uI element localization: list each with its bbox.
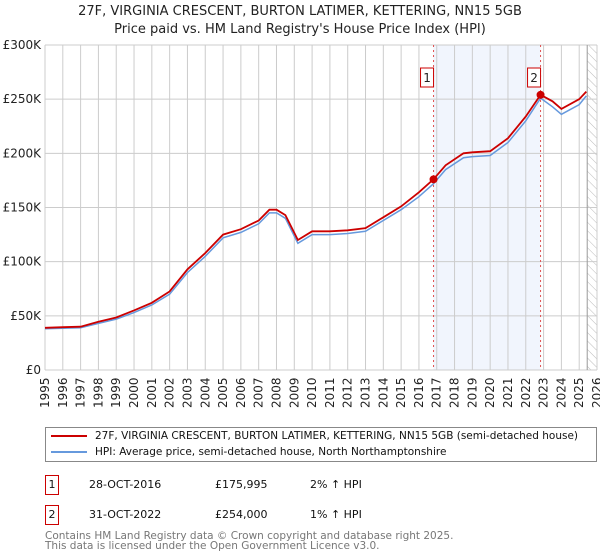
chart-title: 27F, VIRGINIA CRESCENT, BURTON LATIMER, …	[78, 4, 522, 19]
y-tick-label: £50K	[10, 309, 42, 323]
y-tick-label: £250K	[3, 92, 43, 106]
legend-label: 27F, VIRGINIA CRESCENT, BURTON LATIMER, …	[95, 430, 579, 442]
x-tick-label: 2026	[590, 377, 600, 408]
x-tick-label: 2017	[430, 377, 444, 408]
legend-item-hpi: HPI: Average price, semi-detached house,…	[51, 444, 446, 460]
x-tick-label: 2022	[519, 377, 533, 408]
footer: Contains HM Land Registry data © Crown c…	[45, 530, 454, 552]
sale-badge: 2	[45, 505, 59, 525]
x-tick-label: 1999	[109, 377, 123, 408]
sale-price: £254,000	[215, 508, 268, 521]
legend: 27F, VIRGINIA CRESCENT, BURTON LATIMER, …	[45, 427, 597, 462]
hpi-line	[44, 95, 587, 330]
x-tick-label: 2006	[234, 377, 248, 408]
x-tick-label: 1998	[91, 377, 105, 408]
x-tick-label: 2003	[180, 377, 194, 408]
sale-hpi: 2% ↑ HPI	[310, 478, 362, 491]
x-tick-label: 2015	[394, 377, 408, 408]
x-tick-label: 2016	[412, 377, 426, 408]
x-tick-label: 2019	[465, 377, 479, 408]
x-tick-label: 2004	[198, 377, 212, 408]
y-tick-label: £300K	[3, 38, 43, 52]
y-tick-label: £100K	[3, 255, 43, 269]
x-tick-label: 2005	[216, 377, 230, 408]
sale-date: 28-OCT-2016	[89, 478, 162, 491]
x-tick-label: 1996	[56, 377, 70, 408]
sale-hpi: 1% ↑ HPI	[310, 508, 362, 521]
x-tick-label: 2023	[537, 377, 551, 408]
x-tick-label: 2018	[448, 377, 462, 408]
legend-swatch	[51, 435, 87, 437]
price-paid-line	[44, 90, 587, 329]
footer-line: Contains HM Land Registry data © Crown c…	[45, 530, 454, 542]
x-tick-label: 2002	[163, 377, 177, 408]
x-tick-label: 2020	[483, 377, 497, 408]
sale-point	[429, 175, 438, 184]
y-tick-label: £0	[26, 363, 41, 377]
x-tick-label: 2001	[145, 377, 159, 408]
sale-date: 31-OCT-2022	[89, 508, 162, 521]
x-tick-label: 2007	[252, 377, 266, 408]
x-tick-label: 2008	[269, 377, 283, 408]
sale-label-box	[420, 67, 435, 88]
sale-label: 1	[423, 71, 431, 85]
legend-label: HPI: Average price, semi-detached house,…	[95, 446, 447, 458]
y-tick-label: £200K	[3, 146, 43, 160]
sale-label: 2	[530, 71, 538, 85]
plot-area: 1995 1996 1997 1998 1999 2000 2001 2002 2003 2004…	[3, 38, 600, 408]
legend-swatch	[51, 451, 87, 453]
x-tick-label: 1995	[38, 377, 52, 408]
sale-price: £175,995	[215, 478, 268, 491]
x-tick-label: 2021	[501, 377, 515, 408]
sale-label-box	[527, 67, 542, 88]
chart-subtitle: Price paid vs. HM Land Registry's House …	[114, 22, 486, 37]
y-tick-label: £150K	[3, 201, 43, 215]
sale-badge: 1	[45, 475, 59, 495]
x-tick-label: 2013	[359, 377, 373, 408]
x-tick-label: 2014	[376, 377, 390, 408]
legend-item-price: 27F, VIRGINIA CRESCENT, BURTON LATIMER, …	[51, 428, 578, 444]
x-tick-label: 1997	[74, 377, 88, 408]
footer-line: This data is licensed under the Open Gov…	[45, 540, 380, 552]
x-tick-label: 2011	[323, 377, 337, 408]
x-tick-label: 2000	[127, 377, 141, 408]
x-tick-label: 2010	[305, 377, 319, 408]
x-tick-label: 2009	[287, 377, 301, 408]
sale-point	[536, 90, 545, 99]
x-tick-label: 2025	[572, 377, 586, 408]
x-tick-label: 2012	[341, 377, 355, 408]
x-tick-label: 2024	[554, 377, 568, 408]
